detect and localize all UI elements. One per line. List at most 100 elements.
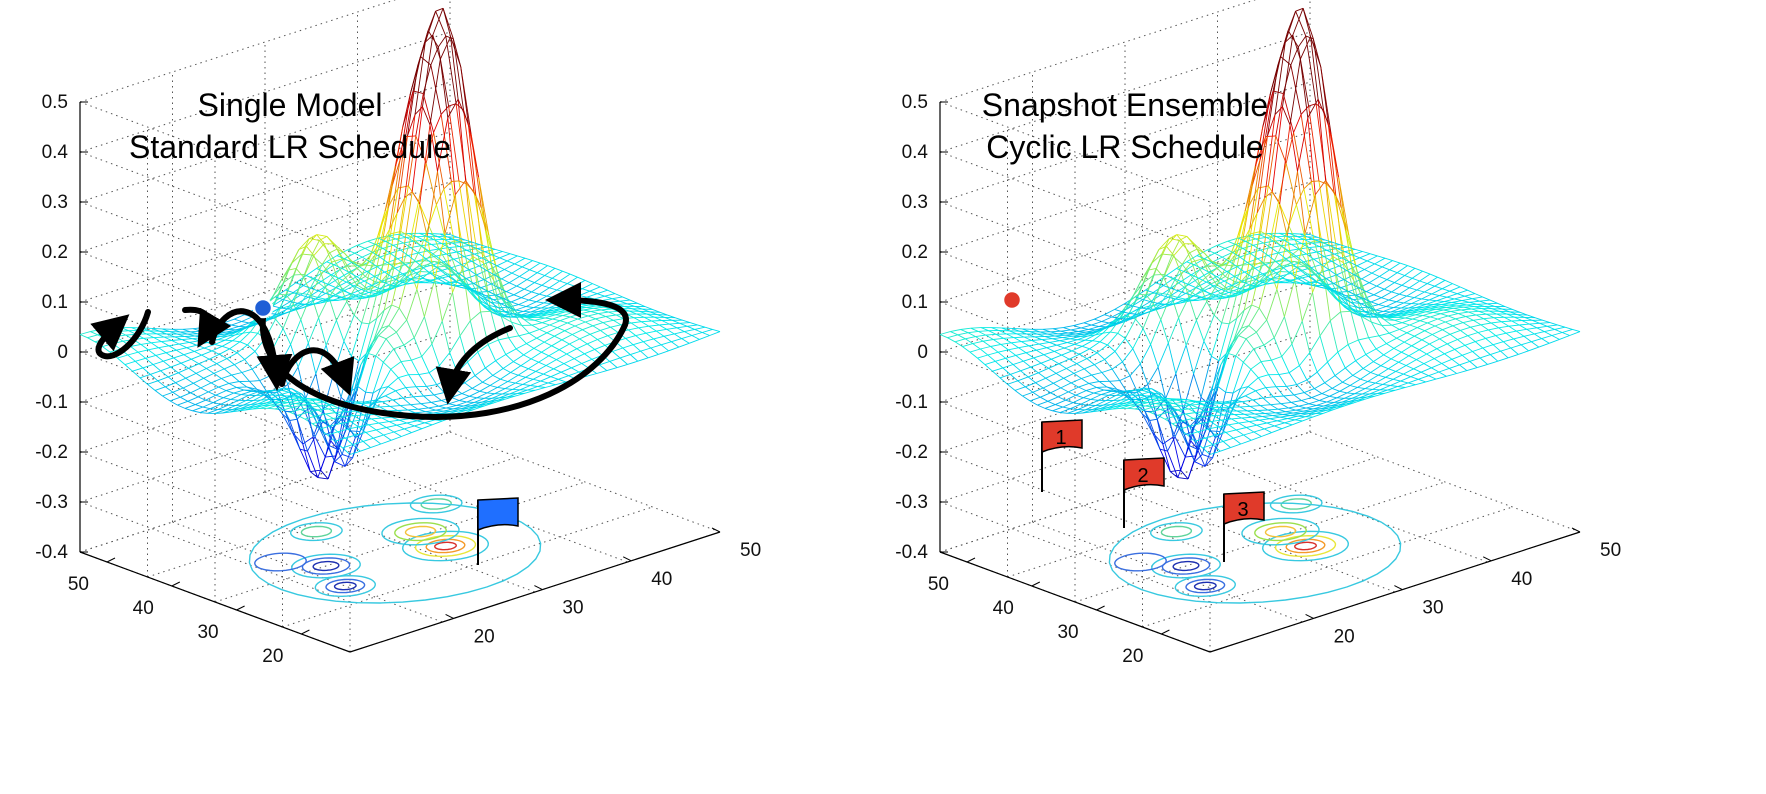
mesh-line — [353, 314, 363, 324]
mesh-line — [373, 309, 385, 340]
mesh-line — [582, 329, 591, 335]
mesh-line — [1172, 302, 1181, 305]
mesh-line — [1155, 403, 1164, 406]
mesh-line — [975, 336, 984, 342]
mesh-line — [370, 291, 379, 297]
mesh-line — [513, 354, 524, 362]
mesh-line — [533, 347, 542, 353]
mesh-line — [357, 280, 369, 290]
mesh-line — [1385, 315, 1393, 318]
mesh-line — [650, 347, 659, 355]
mesh-line — [1011, 327, 1020, 332]
mesh-line — [634, 305, 643, 310]
mesh-line — [173, 354, 185, 359]
mesh-line — [313, 277, 322, 282]
mesh-line — [214, 409, 226, 414]
mesh-line — [404, 425, 415, 430]
mesh-line — [1233, 293, 1242, 298]
mesh-line — [1367, 255, 1378, 262]
mesh-line — [182, 387, 191, 394]
mesh-line — [423, 239, 435, 241]
mesh-line — [457, 99, 467, 181]
mesh-line — [1467, 335, 1476, 342]
mesh-line — [539, 324, 550, 330]
mesh-line — [1285, 163, 1297, 205]
mesh-line — [549, 280, 560, 289]
mesh-line — [202, 406, 211, 410]
mesh-line — [220, 324, 232, 329]
mesh-line — [380, 439, 392, 445]
mesh-line — [1050, 330, 1061, 333]
mesh-line — [426, 236, 436, 280]
mesh-line — [1003, 337, 1012, 344]
mesh-line — [635, 335, 644, 343]
mesh-line — [236, 328, 244, 331]
mesh-line — [248, 391, 260, 396]
mesh-line — [296, 410, 306, 420]
mesh-line — [380, 386, 389, 389]
mesh-line — [1170, 405, 1181, 408]
mesh-line — [1424, 285, 1435, 293]
mesh-line — [1005, 354, 1016, 359]
mesh-line — [485, 360, 496, 369]
mesh-line — [529, 328, 540, 334]
mesh-line — [318, 317, 327, 346]
mesh-line — [490, 301, 501, 305]
mesh-line — [346, 301, 355, 316]
mesh-line — [1251, 304, 1260, 309]
mesh-line — [183, 354, 192, 360]
mesh-line — [1263, 344, 1272, 361]
mesh-line — [674, 331, 685, 335]
mesh-line — [1297, 35, 1307, 48]
mesh-line — [1038, 367, 1049, 374]
mesh-line — [1235, 338, 1247, 357]
mesh-line — [1314, 274, 1323, 281]
mesh-line — [535, 370, 544, 375]
mesh-line — [1025, 352, 1034, 359]
mesh-line — [1093, 329, 1101, 333]
mesh-line — [1258, 185, 1269, 189]
grid-line — [79, 451, 351, 553]
mesh-line — [1389, 262, 1401, 271]
mesh-line — [1388, 368, 1396, 372]
mesh-line — [339, 265, 348, 270]
mesh-line — [1042, 328, 1051, 333]
mesh-line — [317, 296, 328, 301]
mesh-line — [394, 126, 404, 167]
mesh-line — [1228, 353, 1236, 357]
mesh-line — [559, 316, 571, 322]
mesh-line — [1021, 341, 1030, 347]
mesh-line — [448, 276, 457, 282]
mesh-line — [393, 428, 405, 433]
mesh-line — [1396, 332, 1408, 339]
mesh-line — [315, 413, 326, 417]
mesh-line — [1412, 315, 1423, 320]
mesh-line — [1238, 228, 1251, 284]
mesh-line — [1418, 299, 1430, 305]
mesh-line — [1122, 311, 1130, 314]
mesh-line — [245, 394, 257, 402]
mesh-line — [312, 423, 321, 430]
mesh-line — [415, 411, 426, 414]
mesh-line — [506, 297, 515, 314]
mesh-line — [454, 274, 463, 281]
mesh-line — [644, 316, 652, 322]
mesh-line — [546, 327, 558, 334]
mesh-line — [1476, 303, 1488, 305]
mesh-line — [1335, 291, 1344, 298]
mesh-line — [1096, 386, 1105, 391]
mesh-line — [155, 355, 164, 362]
mesh-line — [193, 377, 204, 384]
mesh-line — [347, 249, 355, 254]
mesh-line — [609, 357, 621, 362]
mesh-line — [391, 261, 403, 306]
mesh-line — [480, 310, 491, 313]
mesh-line — [605, 314, 617, 317]
mesh-line — [428, 405, 439, 409]
mesh-line — [1251, 261, 1263, 306]
mesh-line — [396, 422, 407, 426]
mesh-line — [379, 288, 387, 291]
mesh-line — [1059, 338, 1071, 342]
mesh-line — [1255, 387, 1266, 392]
mesh-line — [213, 402, 221, 405]
